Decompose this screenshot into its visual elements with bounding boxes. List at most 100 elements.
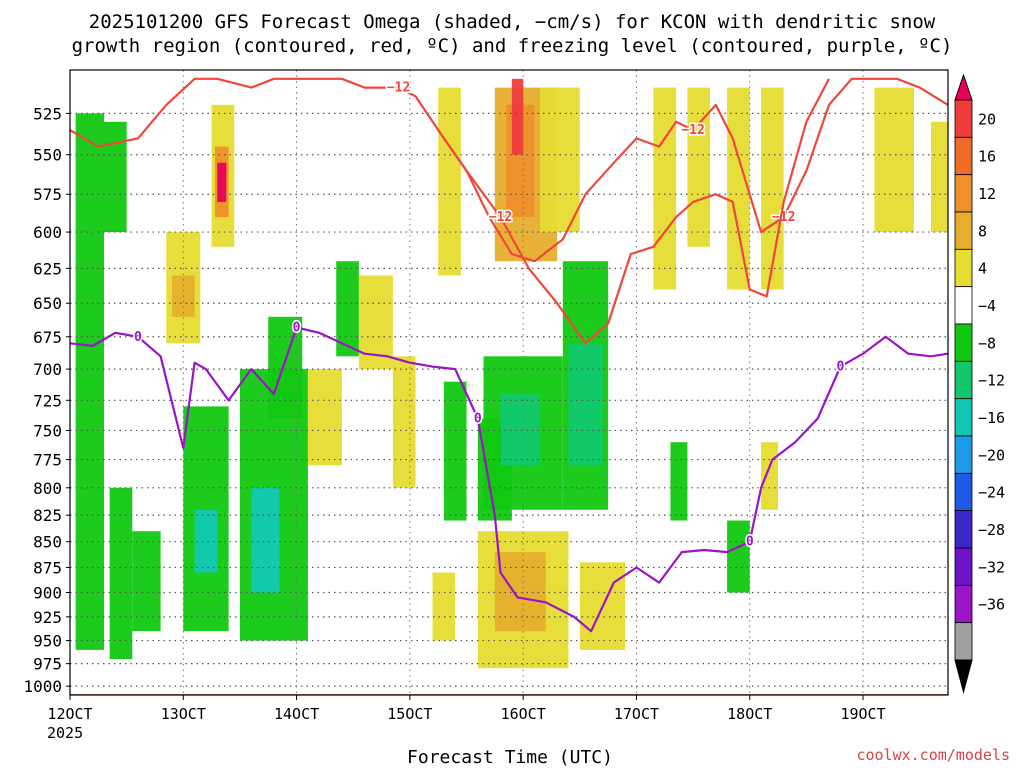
xtick-label-12OCT: 12OCT — [47, 705, 92, 723]
omega-cell-12 — [251, 487, 280, 593]
colorbar-segment-7 — [954, 323, 973, 362]
colorbar-label-10: −24 — [978, 484, 1005, 502]
freezing-level-contour-label-0: 0 — [134, 330, 142, 345]
colorbar: 20 16 12 8 4 −4 −8 −12 −16 −20 −24 −28 −32 −36 — [954, 73, 1005, 694]
ytick-label-925: 925 — [33, 608, 62, 627]
colorbar-label-6: −8 — [978, 334, 996, 352]
colorbar-segment-12 — [954, 510, 973, 549]
ytick-label-575: 575 — [33, 185, 62, 204]
omega-cell-7 — [194, 509, 218, 573]
omega-cell-39 — [761, 442, 779, 510]
dgz-lower-contour-label-0: −12 — [489, 210, 512, 225]
colorbar-label-0: 20 — [978, 110, 996, 128]
ytick-label-650: 650 — [33, 294, 62, 313]
colorbar-label-12: −32 — [978, 558, 1005, 576]
colorbar-label-9: −20 — [978, 446, 1005, 464]
xtick-label-15OCT: 15OCT — [387, 705, 432, 723]
freezing-level-contour-label-4: 0 — [836, 360, 844, 375]
colorbar-segment-8 — [954, 360, 973, 400]
colorbar-label-2: 12 — [978, 185, 996, 203]
omega-cell-3 — [132, 531, 161, 632]
xtick-label-13OCT: 13OCT — [161, 705, 206, 723]
omega-cell-32 — [540, 87, 580, 233]
dgz-upper-contour — [69, 77, 949, 263]
colorbar-label-11: −28 — [978, 521, 1005, 539]
colorbar-segment-5 — [954, 248, 973, 288]
ytick-label-725: 725 — [33, 391, 62, 410]
colorbar-segment-1 — [954, 99, 973, 138]
colorbar-segment-9 — [954, 398, 973, 437]
plot-frame — [69, 69, 949, 696]
omega-cell-18 — [432, 572, 456, 641]
ytick-label-775: 775 — [33, 451, 62, 470]
ytick-label-950: 950 — [33, 632, 62, 651]
ytick-label-900: 900 — [33, 583, 62, 602]
omega-cell-15 — [336, 261, 359, 357]
omega-cell-37 — [727, 87, 750, 290]
ytick-label-525: 525 — [33, 104, 62, 123]
omega-cell-23 — [500, 394, 541, 466]
omega-cell-28 — [568, 343, 603, 466]
omega-cell-40 — [874, 87, 915, 233]
dgz-upper-contour-label-2: −12 — [772, 210, 795, 225]
freezing-level-contour-label-2: 0 — [474, 411, 482, 426]
colorbar-label-5: −4 — [978, 297, 996, 315]
chart-title-line1: 2025101200 GFS Forecast Omega (shaded, −… — [89, 11, 936, 33]
chart-title-line2: growth region (contoured, red, ºC) and f… — [72, 35, 953, 57]
omega-cell-35 — [670, 442, 688, 521]
ytick-label-675: 675 — [33, 328, 62, 347]
colorbar-segment-3 — [954, 174, 973, 213]
omega-cell-30 — [494, 552, 546, 632]
ytick-label-975: 975 — [33, 655, 62, 674]
colorbar-segment-14 — [954, 584, 973, 624]
freezing-level-contour-label-1: 0 — [293, 321, 301, 336]
xtick-label-14OCT: 14OCT — [274, 705, 319, 723]
grid-lines — [69, 70, 948, 695]
ytick-label-1000: 1000 — [23, 677, 62, 696]
omega-cell-26 — [511, 78, 524, 155]
omega-cell-10 — [217, 162, 227, 202]
ytick-label-850: 850 — [33, 533, 62, 552]
ytick-label-700: 700 — [33, 360, 62, 379]
colorbar-segment-11 — [954, 472, 973, 512]
x-axis-label: Forecast Time (UTC) — [407, 747, 613, 768]
omega-cell-34 — [687, 87, 711, 247]
omega-cell-19 — [438, 87, 461, 276]
xtick-label-19OCT: 19OCT — [840, 705, 885, 723]
ytick-label-750: 750 — [33, 421, 62, 440]
x-first-year: 2025 — [47, 724, 83, 742]
colorbar-segment-2 — [954, 136, 973, 176]
ytick-label-600: 600 — [33, 223, 62, 242]
colorbar-label-13: −36 — [978, 596, 1005, 614]
colorbar-label-3: 8 — [978, 222, 987, 240]
colorbar-segment-10 — [954, 435, 973, 474]
omega-cell-17 — [392, 356, 416, 488]
colorbar-segment-6 — [954, 286, 973, 325]
colorbar-label-7: −12 — [978, 372, 1005, 390]
colorbar-label-1: 16 — [978, 148, 996, 166]
ytick-label-550: 550 — [33, 146, 62, 165]
omega-cell-1 — [103, 121, 127, 233]
omega-cell-2 — [109, 487, 133, 660]
colorbar-segment-4 — [954, 211, 973, 250]
omega-cell-36 — [727, 520, 750, 593]
colorbar-segment-13 — [954, 547, 973, 586]
colorbar-top-arrow — [954, 73, 973, 101]
colorbar-segment-15 — [954, 622, 973, 661]
omega-cell-0 — [75, 113, 104, 650]
omega-cell-20 — [443, 381, 467, 521]
ytick-label-625: 625 — [33, 259, 62, 278]
dgz-upper-contour-label-0: −12 — [387, 81, 410, 96]
omega-cell-41 — [931, 121, 948, 233]
xtick-label-18OCT: 18OCT — [727, 705, 772, 723]
dgz-lower-contour — [442, 78, 830, 345]
colorbar-bottom-arrow — [954, 659, 973, 694]
dgz-upper-contour-label-1: −12 — [681, 123, 704, 138]
omega-cell-14 — [307, 369, 342, 466]
y-axis: 525 550 575 600 625 650 675 700 725 750 775 800 825 8… — [23, 104, 70, 696]
colorbar-label-4: 4 — [978, 260, 987, 278]
freezing-level-contour-label-3: 0 — [746, 535, 754, 550]
ytick-label-875: 875 — [33, 558, 62, 577]
colorbar-label-8: −16 — [978, 409, 1005, 427]
